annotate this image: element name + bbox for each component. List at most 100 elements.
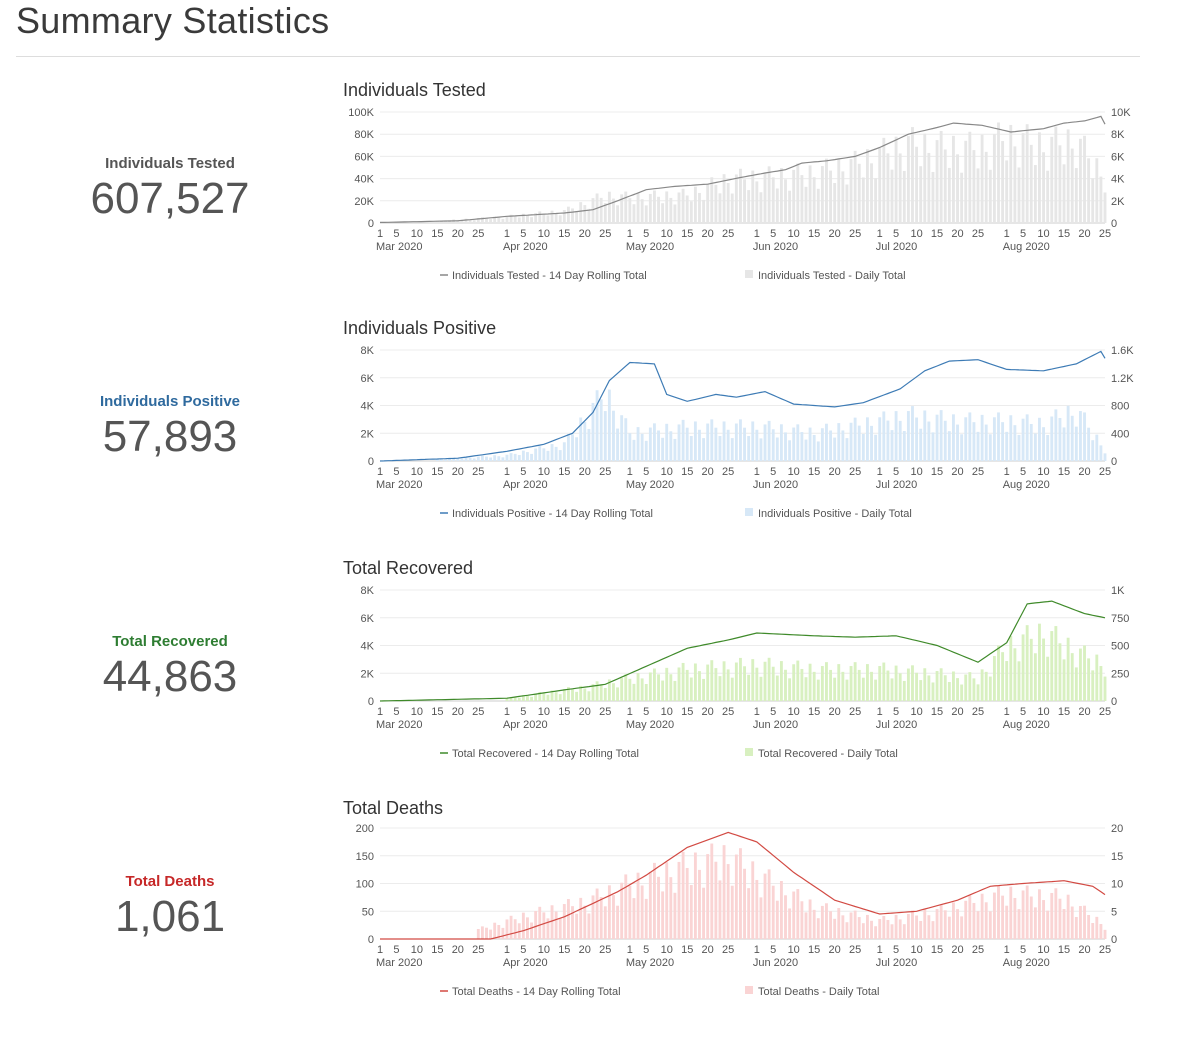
daily-bar: [1001, 141, 1005, 223]
daily-bar: [673, 892, 677, 939]
x-month-label: Mar 2020: [376, 479, 422, 491]
daily-bar: [554, 212, 558, 223]
daily-bar: [767, 420, 771, 461]
daily-bar: [1050, 416, 1054, 461]
x-tick-label: 25: [599, 944, 611, 956]
daily-bar: [861, 177, 865, 223]
legend-daily-label: Individuals Tested - Daily Total: [758, 270, 906, 282]
daily-bar: [640, 885, 644, 939]
daily-bar: [841, 430, 845, 461]
daily-bar: [673, 204, 677, 223]
y-left-tick-label: 6K: [361, 373, 375, 385]
daily-bar: [702, 887, 706, 939]
x-tick-label: 20: [829, 228, 841, 240]
daily-bar: [829, 430, 832, 461]
daily-bar: [698, 192, 701, 223]
daily-bar: [1025, 885, 1029, 939]
daily-bar: [857, 917, 861, 939]
daily-bar: [759, 897, 763, 939]
x-tick-label: 1: [1004, 466, 1010, 478]
daily-bar: [1058, 145, 1062, 223]
daily-bar: [734, 174, 738, 223]
daily-bar: [943, 149, 947, 223]
x-tick-label: 10: [538, 944, 550, 956]
x-tick-label: 5: [893, 944, 899, 956]
x-tick-label: 25: [722, 944, 734, 956]
page-title: Summary Statistics: [16, 0, 330, 41]
daily-bar: [485, 456, 488, 461]
daily-bar: [919, 920, 923, 939]
daily-bar: [849, 159, 853, 223]
daily-bar: [968, 412, 972, 461]
daily-bar: [874, 926, 878, 939]
daily-bar: [898, 919, 902, 939]
x-tick-label: 10: [788, 944, 800, 956]
daily-bar: [714, 668, 718, 701]
daily-bar: [476, 929, 480, 939]
daily-bar: [1078, 138, 1082, 223]
daily-bar: [607, 885, 611, 939]
daily-bar: [833, 918, 837, 939]
daily-bar: [779, 661, 783, 701]
daily-bar: [587, 428, 591, 461]
daily-bar: [591, 895, 595, 939]
daily-bar: [902, 924, 906, 939]
daily-bar: [558, 918, 562, 939]
daily-bar: [526, 215, 529, 223]
daily-bar: [865, 417, 869, 461]
daily-bar: [853, 662, 857, 701]
daily-bar: [886, 153, 890, 223]
y-right-tick-label: 400: [1111, 428, 1129, 440]
x-tick-label: 25: [472, 706, 484, 718]
y-right-tick-label: 0: [1111, 456, 1117, 468]
daily-bar: [997, 886, 1000, 939]
daily-bar: [718, 880, 722, 939]
daily-bar: [833, 677, 837, 701]
daily-bar: [1066, 129, 1070, 223]
x-tick-label: 25: [849, 944, 861, 956]
stat-value: 57,893: [102, 412, 238, 461]
daily-bar: [472, 220, 476, 223]
daily-bar: [1017, 167, 1021, 223]
daily-bar: [1021, 890, 1025, 939]
daily-bar: [693, 852, 697, 939]
daily-bar: [730, 438, 734, 461]
daily-bar: [665, 862, 669, 939]
daily-bar: [1029, 424, 1033, 461]
daily-bar: [1066, 405, 1070, 461]
daily-bar: [521, 912, 525, 939]
daily-bar: [698, 869, 701, 939]
y-right-tick-label: 1.6K: [1111, 345, 1134, 357]
x-tick-label: 5: [643, 944, 649, 956]
y-right-tick-label: 20: [1111, 823, 1123, 835]
x-tick-label: 10: [661, 944, 673, 956]
daily-bar: [833, 183, 837, 223]
daily-bar: [935, 414, 939, 461]
daily-bar: [476, 218, 480, 223]
daily-bar: [669, 431, 673, 461]
daily-bar: [1005, 431, 1009, 461]
daily-bar: [464, 457, 468, 461]
daily-bar: [743, 179, 746, 223]
daily-bar: [468, 219, 472, 223]
daily-bar: [939, 904, 943, 939]
x-tick-label: 15: [1058, 944, 1070, 956]
stat-label: Individuals Tested: [105, 155, 235, 172]
daily-bar: [1087, 915, 1091, 939]
daily-bar: [550, 905, 554, 939]
daily-bar: [808, 899, 812, 939]
daily-bar: [497, 456, 501, 461]
daily-bar: [845, 438, 849, 461]
daily-bar: [538, 211, 542, 223]
x-tick-label: 15: [1058, 706, 1070, 718]
x-tick-label: 10: [910, 228, 922, 240]
x-tick-label: 1: [754, 466, 760, 478]
daily-bar: [571, 208, 574, 223]
daily-bar: [562, 904, 566, 939]
x-tick-label: 5: [1020, 706, 1026, 718]
daily-bar: [1074, 667, 1078, 701]
y-left-tick-label: 100: [356, 879, 374, 891]
daily-bar: [607, 389, 611, 461]
